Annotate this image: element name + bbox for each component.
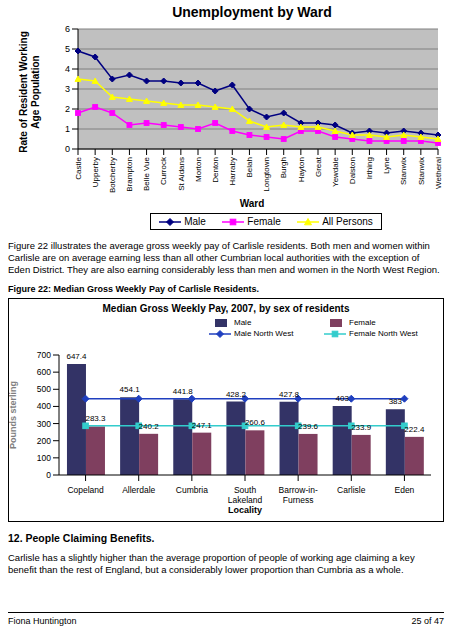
svg-text:239.6: 239.6	[298, 422, 319, 431]
svg-text:Pounds sterling: Pounds sterling	[9, 381, 18, 449]
svg-text:Carlisle: Carlisle	[337, 485, 366, 495]
svg-text:3: 3	[65, 84, 70, 94]
svg-text:300: 300	[37, 419, 51, 429]
html-text:Fiona Huntington: Fiona Huntington	[8, 616, 77, 626]
html-text:Male North West: Male North West	[234, 329, 294, 339]
svg-text:Cumbria: Cumbria	[176, 485, 208, 495]
html-text:All Persons: All Persons	[322, 215, 373, 227]
svg-text:Dalston: Dalston	[348, 157, 357, 184]
svg-text:Currock: Currock	[159, 156, 168, 185]
html-text:Male: Male	[234, 318, 252, 328]
svg-text:100: 100	[37, 453, 51, 463]
html-text:Unemployment by Ward: Unemployment by Ward	[172, 4, 332, 20]
svg-text:283.3: 283.3	[85, 414, 106, 423]
svg-text:Upperby: Upperby	[91, 157, 100, 187]
svg-text:500: 500	[37, 384, 51, 394]
svg-text:Burgh: Burgh	[279, 157, 288, 178]
svg-text:383: 383	[389, 397, 403, 406]
svg-text:0: 0	[65, 144, 70, 154]
html-text:25 of 47: 25 of 47	[411, 616, 444, 626]
svg-text:Furness: Furness	[283, 495, 314, 505]
svg-text:Botcherby: Botcherby	[108, 157, 117, 193]
svg-text:400: 400	[37, 401, 51, 411]
svg-text:Lakeland: Lakeland	[228, 495, 263, 505]
svg-text:Denton: Denton	[211, 157, 220, 183]
svg-text:2: 2	[65, 104, 70, 114]
svg-text:Wetheral: Wetheral	[434, 157, 443, 189]
svg-text:Belah: Belah	[245, 157, 254, 177]
svg-text:454.1: 454.1	[120, 385, 141, 394]
svg-text:Castle: Castle	[74, 156, 83, 179]
svg-text:Copeland: Copeland	[67, 485, 104, 495]
svg-text:Harraby: Harraby	[228, 157, 237, 185]
svg-text:Brampton: Brampton	[125, 157, 134, 192]
svg-text:Eden: Eden	[394, 485, 414, 495]
svg-text:0: 0	[46, 470, 51, 480]
svg-text:Stanwix: Stanwix	[417, 157, 426, 185]
svg-text:403: 403	[336, 394, 350, 403]
svg-text:200: 200	[37, 436, 51, 446]
svg-text:441.8: 441.8	[173, 387, 194, 396]
html-text:Female North West: Female North West	[349, 329, 418, 339]
svg-text:247.1: 247.1	[192, 421, 213, 430]
svg-text:Irthing: Irthing	[365, 157, 374, 179]
svg-text:Barrow-in-: Barrow-in-	[279, 485, 318, 495]
svg-text:600: 600	[37, 367, 51, 377]
svg-text:222.4: 222.4	[404, 425, 425, 434]
html-text:Figure 22 illustrates the aver: Figure 22 illustrates the average gross …	[8, 240, 440, 275]
html-text:Male: Male	[184, 215, 206, 227]
html-text:Female: Female	[247, 215, 281, 227]
svg-text:428.2: 428.2	[226, 390, 247, 399]
html-text:12. People Claiming Benefits.: 12. People Claiming Benefits.	[8, 532, 155, 544]
svg-text:Allerdale: Allerdale	[122, 485, 155, 495]
svg-text:6: 6	[65, 24, 70, 34]
html-text:Figure 22: Median Gross Weekly: Figure 22: Median Gross Weekly Pay of Ca…	[8, 284, 259, 294]
svg-text:5: 5	[65, 44, 70, 54]
svg-text:South: South	[234, 485, 256, 495]
svg-text:Belle Vue: Belle Vue	[142, 156, 151, 191]
svg-text:233.9: 233.9	[351, 423, 372, 432]
html-text:Locality: Locality	[228, 505, 262, 515]
svg-text:Great: Great	[314, 156, 323, 177]
svg-text:Lyne: Lyne	[382, 156, 391, 174]
svg-text:Hayton: Hayton	[297, 157, 306, 182]
html-text:Median Gross Weekly Pay, 2007,: Median Gross Weekly Pay, 2007, by sex of…	[102, 303, 350, 314]
svg-text:700: 700	[37, 350, 51, 360]
svg-text:1: 1	[65, 124, 70, 134]
html-text:Ward: Ward	[239, 198, 265, 209]
svg-text:Stanwix: Stanwix	[399, 157, 408, 185]
svg-text:427.8: 427.8	[279, 390, 300, 399]
svg-text:4: 4	[65, 64, 70, 74]
svg-text:Morton: Morton	[194, 157, 203, 182]
svg-text:647.4: 647.4	[66, 352, 87, 361]
html-text:Female: Female	[349, 318, 376, 328]
html-text:Rate of Resident Working Age P: Rate of Resident Working Age Population	[18, 31, 41, 153]
svg-text:Yewdale: Yewdale	[331, 156, 340, 187]
svg-text:St Aidans: St Aidans	[177, 157, 186, 191]
svg-text:260.6: 260.6	[245, 418, 266, 427]
html-text:Carlisle has a slightly higher: Carlisle has a slightly higher than the …	[8, 552, 415, 575]
svg-text:Longtown: Longtown	[262, 157, 271, 192]
svg-text:240.2: 240.2	[139, 422, 160, 431]
